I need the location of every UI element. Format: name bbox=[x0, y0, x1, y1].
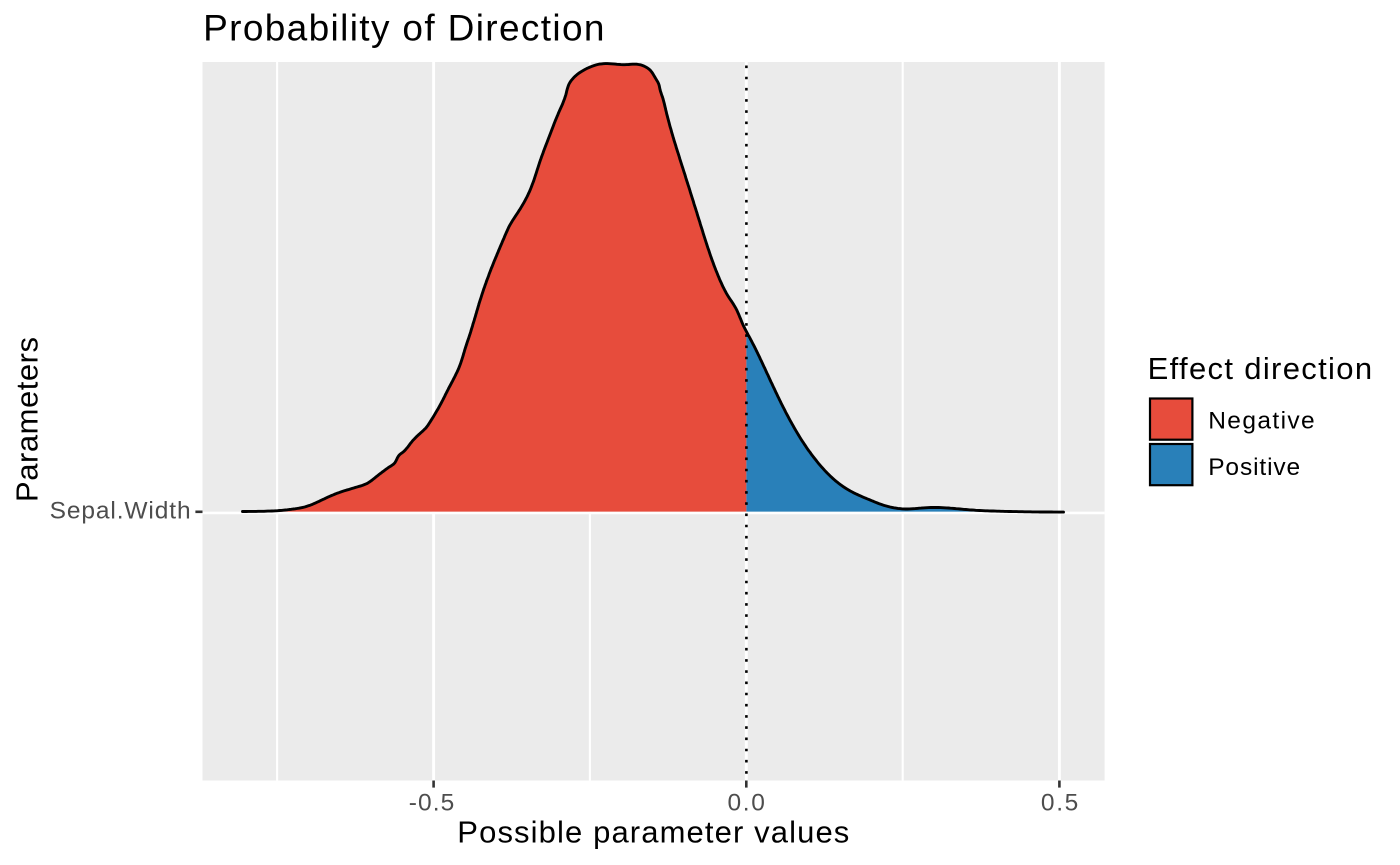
svg-text:-0.5: -0.5 bbox=[409, 790, 455, 817]
svg-text:Positive: Positive bbox=[1208, 454, 1300, 481]
svg-text:0.5: 0.5 bbox=[1041, 790, 1078, 817]
svg-text:Sepal.Width: Sepal.Width bbox=[50, 498, 191, 525]
svg-text:Possible parameter values: Possible parameter values bbox=[457, 814, 849, 849]
svg-text:0.0: 0.0 bbox=[728, 790, 765, 817]
svg-text:Effect direction: Effect direction bbox=[1148, 351, 1373, 386]
svg-text:Probability of Direction: Probability of Direction bbox=[203, 8, 604, 49]
svg-text:Negative: Negative bbox=[1208, 408, 1315, 435]
svg-text:Parameters: Parameters bbox=[10, 337, 45, 502]
